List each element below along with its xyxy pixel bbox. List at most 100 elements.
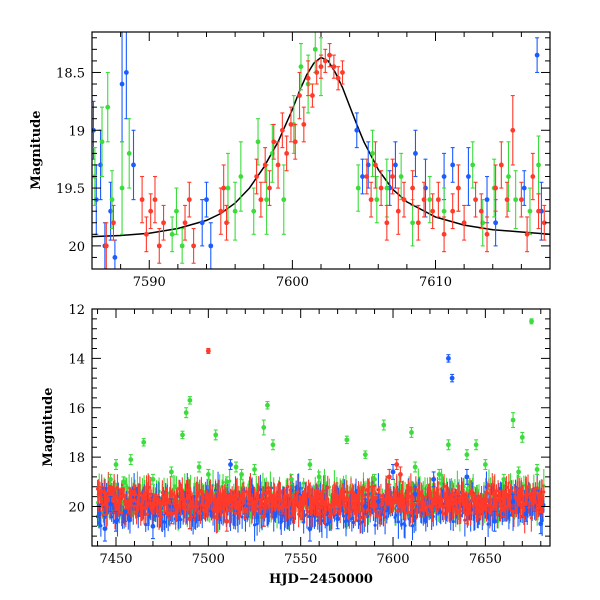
- green-data-point: [126, 150, 132, 156]
- baseline-red-point: [306, 510, 310, 514]
- baseline-red-point: [144, 491, 149, 495]
- baseline-red-point: [331, 493, 335, 497]
- baseline-red-point: [238, 503, 243, 507]
- green-data-point: [205, 472, 211, 477]
- red-data-point: [518, 197, 524, 203]
- baseline-red-point: [256, 497, 260, 501]
- baseline-red-point: [529, 516, 533, 520]
- baseline-red-point: [330, 512, 334, 516]
- blue-data-point: [393, 162, 398, 168]
- blue-data-point: [123, 70, 129, 75]
- blue-data-point: [484, 197, 490, 203]
- baseline-blue-point: [163, 520, 167, 524]
- red-data-point: [427, 504, 433, 509]
- blue-data-point: [208, 243, 214, 249]
- green-data-point: [316, 474, 322, 480]
- green-data-point: [265, 402, 270, 408]
- baseline-red-point: [155, 509, 159, 513]
- red-data-point: [221, 185, 227, 191]
- green-data-point: [384, 185, 390, 191]
- baseline-red-point: [351, 491, 356, 495]
- baseline-red-point: [343, 510, 347, 514]
- baseline-red-point: [409, 486, 413, 490]
- red-data-point: [378, 185, 384, 191]
- red-data-point: [364, 174, 370, 179]
- red-data-point: [301, 122, 307, 127]
- baseline-red-point: [393, 500, 397, 505]
- baseline-red-point: [211, 508, 215, 512]
- baseline-red-point: [509, 489, 514, 493]
- baseline-red-point: [282, 494, 287, 499]
- red-data-point: [456, 185, 461, 191]
- baseline-red-point: [369, 504, 373, 508]
- baseline-red-point: [504, 485, 509, 489]
- baseline-red-point: [495, 512, 499, 516]
- red-data-point: [258, 197, 264, 203]
- baseline-red-point: [170, 492, 174, 496]
- baseline-red-point: [154, 493, 158, 497]
- red-data-point: [395, 208, 401, 214]
- red-data-point: [461, 220, 467, 226]
- plot-content: [95, 318, 546, 542]
- red-data-point: [242, 506, 248, 512]
- baseline-red-point: [365, 508, 369, 512]
- baseline-red-point: [166, 511, 170, 515]
- blue-data-point: [449, 375, 455, 381]
- baseline-red-point: [284, 505, 288, 510]
- baseline-red-point: [472, 502, 476, 506]
- blue-data-point: [464, 474, 470, 480]
- red-data-point: [335, 75, 341, 81]
- green-data-point: [238, 174, 244, 179]
- red-data-point: [186, 197, 192, 203]
- baseline-red-point: [195, 491, 199, 495]
- red-data-point: [340, 70, 345, 75]
- baseline-blue-point: [179, 517, 183, 522]
- green-data-point: [120, 479, 126, 485]
- green-data-point: [510, 417, 516, 423]
- baseline-red-point: [138, 491, 142, 496]
- baseline-red-point: [395, 509, 400, 513]
- baseline-red-point: [149, 492, 153, 496]
- baseline-red-point: [160, 491, 164, 495]
- baseline-blue-point: [253, 523, 257, 527]
- red-data-point: [215, 509, 220, 514]
- baseline-red-point: [198, 511, 203, 516]
- baseline-red-point: [310, 510, 314, 515]
- baseline-red-point: [278, 490, 282, 495]
- top-y-axis-title: Magnitude: [29, 110, 44, 189]
- green-data-point: [534, 467, 540, 472]
- x-tick-label: 7610: [419, 275, 452, 290]
- green-data-point: [113, 462, 119, 467]
- baseline-red-point: [441, 512, 445, 516]
- baseline-red-point: [527, 505, 531, 509]
- baseline-red-point: [177, 487, 181, 491]
- red-data-point: [152, 197, 158, 203]
- red-data-point: [98, 489, 104, 495]
- green-data-point: [270, 442, 276, 448]
- blue-data-point: [307, 526, 313, 532]
- baseline-red-point: [259, 507, 263, 511]
- x-tick-label: 7450: [99, 552, 132, 567]
- green-data-point: [370, 150, 375, 156]
- red-data-point: [262, 162, 268, 168]
- green-data-point: [239, 472, 244, 477]
- baseline-red-point: [286, 485, 290, 489]
- green-data-point: [312, 46, 318, 52]
- y-tick-label: 20: [68, 501, 85, 516]
- baseline-blue-point: [320, 519, 324, 523]
- green-data-point: [381, 422, 387, 428]
- red-data-point: [218, 208, 224, 214]
- red-data-point: [314, 70, 320, 75]
- red-data-point: [335, 501, 341, 507]
- green-data-point: [427, 197, 433, 203]
- green-data-point: [213, 432, 219, 438]
- baseline-green-point: [173, 484, 177, 488]
- green-data-point: [109, 197, 115, 203]
- baseline-red-point: [452, 507, 456, 511]
- red-data-point: [298, 501, 304, 507]
- bottom-plot-area: [95, 318, 546, 542]
- green-data-point: [255, 139, 261, 145]
- baseline-red-point: [235, 492, 239, 496]
- green-data-point: [225, 185, 231, 191]
- baseline-red-point: [326, 486, 330, 490]
